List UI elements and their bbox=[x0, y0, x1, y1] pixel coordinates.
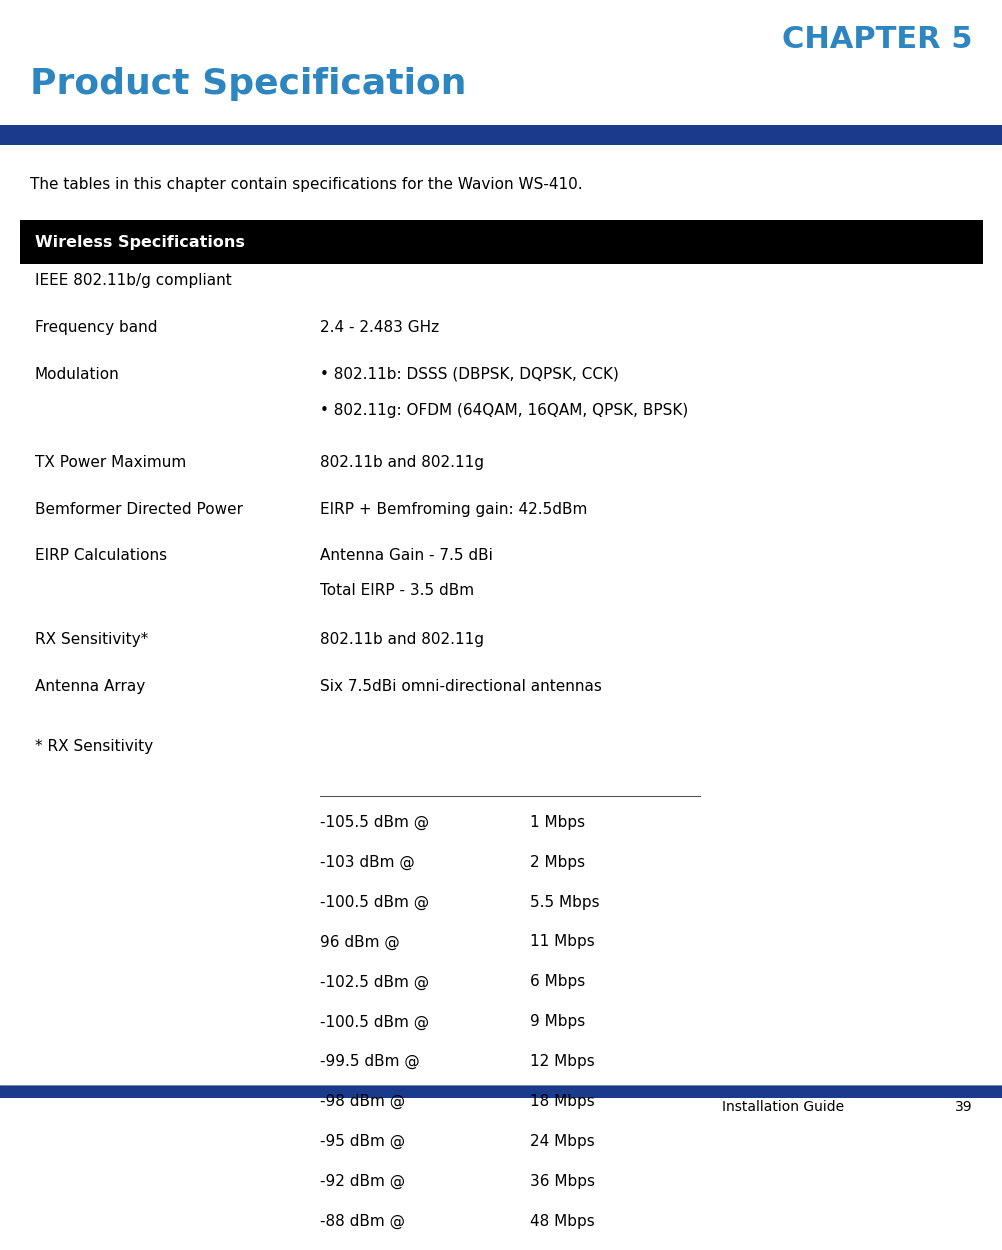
Bar bbox=[0, 1085, 1002, 1099]
Text: RX Sensitivity*: RX Sensitivity* bbox=[35, 632, 148, 648]
Text: Total EIRP - 3.5 dBm: Total EIRP - 3.5 dBm bbox=[320, 582, 474, 598]
Text: -95 dBm @: -95 dBm @ bbox=[320, 1134, 405, 1149]
Text: EIRP + Bemfroming gain: 42.5dBm: EIRP + Bemfroming gain: 42.5dBm bbox=[320, 501, 587, 516]
Text: -88 dBm @: -88 dBm @ bbox=[320, 1214, 405, 1229]
Text: 9 Mbps: 9 Mbps bbox=[529, 1014, 584, 1029]
Text: 48 Mbps: 48 Mbps bbox=[529, 1214, 594, 1229]
Text: • 802.11g: OFDM (64QAM, 16QAM, QPSK, BPSK): • 802.11g: OFDM (64QAM, 16QAM, QPSK, BPS… bbox=[320, 402, 687, 418]
Text: 96 dBm @: 96 dBm @ bbox=[320, 935, 400, 950]
Text: 2.4 - 2.483 GHz: 2.4 - 2.483 GHz bbox=[320, 320, 439, 335]
Text: EIRP Calculations: EIRP Calculations bbox=[35, 549, 167, 564]
Text: Six 7.5dBi omni-directional antennas: Six 7.5dBi omni-directional antennas bbox=[320, 679, 601, 694]
Text: • 802.11b: DSSS (DBPSK, DQPSK, CCK): • 802.11b: DSSS (DBPSK, DQPSK, CCK) bbox=[320, 366, 618, 381]
Text: The tables in this chapter contain specifications for the Wavion WS-410.: The tables in this chapter contain speci… bbox=[30, 177, 582, 192]
Text: 12 Mbps: 12 Mbps bbox=[529, 1054, 594, 1069]
Text: * RX Sensitivity: * RX Sensitivity bbox=[35, 739, 153, 754]
Text: Bemformer Directed Power: Bemformer Directed Power bbox=[35, 501, 242, 516]
Text: 39: 39 bbox=[954, 1100, 972, 1115]
Text: CHAPTER 5: CHAPTER 5 bbox=[782, 25, 972, 54]
Text: -105.5 dBm @: -105.5 dBm @ bbox=[320, 815, 429, 830]
Text: Modulation: Modulation bbox=[35, 366, 119, 381]
Text: 5.5 Mbps: 5.5 Mbps bbox=[529, 895, 599, 910]
Text: 6 Mbps: 6 Mbps bbox=[529, 975, 584, 990]
Text: 18 Mbps: 18 Mbps bbox=[529, 1094, 594, 1109]
Text: Installation Guide: Installation Guide bbox=[721, 1100, 844, 1115]
Text: IEEE 802.11b/g compliant: IEEE 802.11b/g compliant bbox=[35, 274, 231, 289]
Text: 2 Mbps: 2 Mbps bbox=[529, 855, 584, 870]
Text: Frequency band: Frequency band bbox=[35, 320, 157, 335]
Text: -100.5 dBm @: -100.5 dBm @ bbox=[320, 1014, 429, 1030]
Bar bbox=[0, 125, 1002, 145]
Text: 802.11b and 802.11g: 802.11b and 802.11g bbox=[320, 455, 484, 470]
Text: -99.5 dBm @: -99.5 dBm @ bbox=[320, 1054, 419, 1070]
Text: 24 Mbps: 24 Mbps bbox=[529, 1134, 594, 1149]
Text: -100.5 dBm @: -100.5 dBm @ bbox=[320, 895, 429, 910]
Text: 11 Mbps: 11 Mbps bbox=[529, 935, 594, 950]
Text: 802.11b and 802.11g: 802.11b and 802.11g bbox=[320, 632, 484, 648]
Text: -92 dBm @: -92 dBm @ bbox=[320, 1174, 405, 1189]
Text: Antenna Array: Antenna Array bbox=[35, 679, 145, 694]
Text: 1 Mbps: 1 Mbps bbox=[529, 815, 584, 830]
Text: Product Specification: Product Specification bbox=[30, 66, 466, 100]
Text: -103 dBm @: -103 dBm @ bbox=[320, 855, 415, 870]
Text: 36 Mbps: 36 Mbps bbox=[529, 1174, 594, 1189]
Bar bbox=[20, 220, 982, 265]
Text: TX Power Maximum: TX Power Maximum bbox=[35, 455, 186, 470]
Text: Wireless Specifications: Wireless Specifications bbox=[35, 235, 244, 250]
Text: -102.5 dBm @: -102.5 dBm @ bbox=[320, 975, 429, 990]
Text: -98 dBm @: -98 dBm @ bbox=[320, 1094, 405, 1110]
Text: Antenna Gain - 7.5 dBi: Antenna Gain - 7.5 dBi bbox=[320, 549, 492, 564]
